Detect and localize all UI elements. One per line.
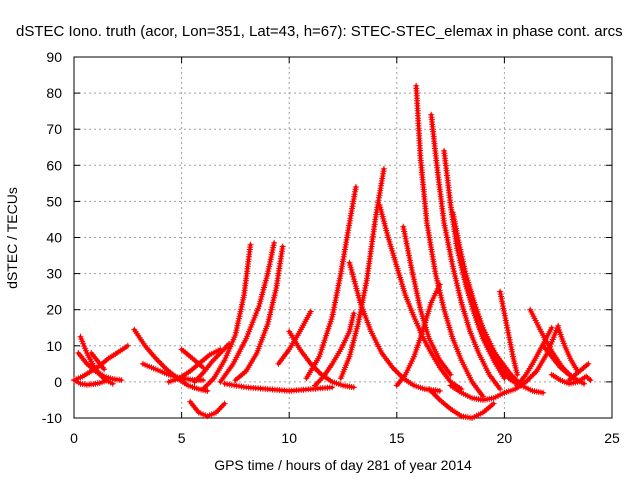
series-arc-22 [376,202,465,393]
data-point [497,386,504,393]
series-arc-25 [413,82,486,400]
series-line [378,203,463,391]
data-point [101,366,108,373]
series-arc-18 [303,184,359,382]
x-tick-label: 25 [604,430,620,446]
series-arc-13 [217,239,278,385]
series-arc-10 [187,398,228,420]
axis-ticks: 0 5 10 15 20 25 -10 0 10 20 30 40 50 60 70 80 90 [42,49,620,446]
grid [74,57,612,418]
y-tick-label: 30 [46,266,62,282]
data-point [350,310,357,317]
series-arc-19 [312,310,357,389]
data-point [540,389,547,396]
data-point [490,400,497,407]
series-arc-40 [566,360,592,384]
y-tick-label: 80 [46,85,62,101]
series-arc-24 [400,223,454,378]
series-arc-26 [428,111,504,393]
series-arc-30 [426,386,497,421]
data-point [118,377,125,384]
data-point [380,165,387,172]
y-tick-label: 90 [46,49,62,65]
series-arc-29 [458,259,523,389]
data-point [271,239,278,246]
y-tick-label: 20 [46,302,62,318]
series-arc-35 [514,324,555,389]
data-point [514,371,521,378]
chart-title: dSTEC Iono. truth (acor, Lon=351, Lat=43… [16,23,623,40]
data-point [352,184,359,190]
data-point [124,342,131,349]
data-point [581,380,587,387]
series-arc-14 [232,243,286,384]
x-tick-label: 15 [389,430,405,446]
data-point [585,360,592,367]
series-line [414,84,485,398]
y-tick-label: 40 [46,230,62,246]
data-series [71,82,594,421]
y-axis-label: dSTEC / TECUs [4,187,20,289]
x-tick-label: 20 [497,430,513,446]
data-point [436,387,443,394]
data-point [447,371,454,378]
series-arc-8 [165,346,224,385]
series-arc-5 [88,350,108,373]
data-point [587,377,594,384]
y-tick-label: -10 [42,410,62,426]
data-point [279,243,286,250]
series-arc-9 [178,346,207,371]
series-arc-33 [497,288,521,378]
y-tick-label: 0 [54,374,62,390]
x-tick-label: 0 [70,430,78,446]
y-tick-label: 50 [46,193,62,209]
series-arc-21 [346,259,443,394]
x-tick-label: 10 [281,430,297,446]
data-point [329,384,336,391]
series-line [459,261,522,388]
series-arc-12 [200,241,254,393]
data-point [350,384,357,391]
y-tick-label: 10 [46,338,62,354]
y-tick-label: 70 [46,121,62,137]
data-point [247,241,254,248]
data-point [200,377,207,384]
series-arc-4 [75,350,125,384]
x-tick-label: 5 [178,430,186,446]
data-point [548,324,555,331]
series-arc-39 [555,324,581,375]
data-point [204,387,211,394]
data-point [221,400,228,407]
series-arc-38 [548,371,594,387]
series-arc-15 [221,380,336,394]
y-tick-label: 60 [46,157,62,173]
data-point [307,308,314,315]
series-line [89,351,106,371]
x-axis-label: GPS time / hours of day 281 of year 2014 [214,457,472,473]
